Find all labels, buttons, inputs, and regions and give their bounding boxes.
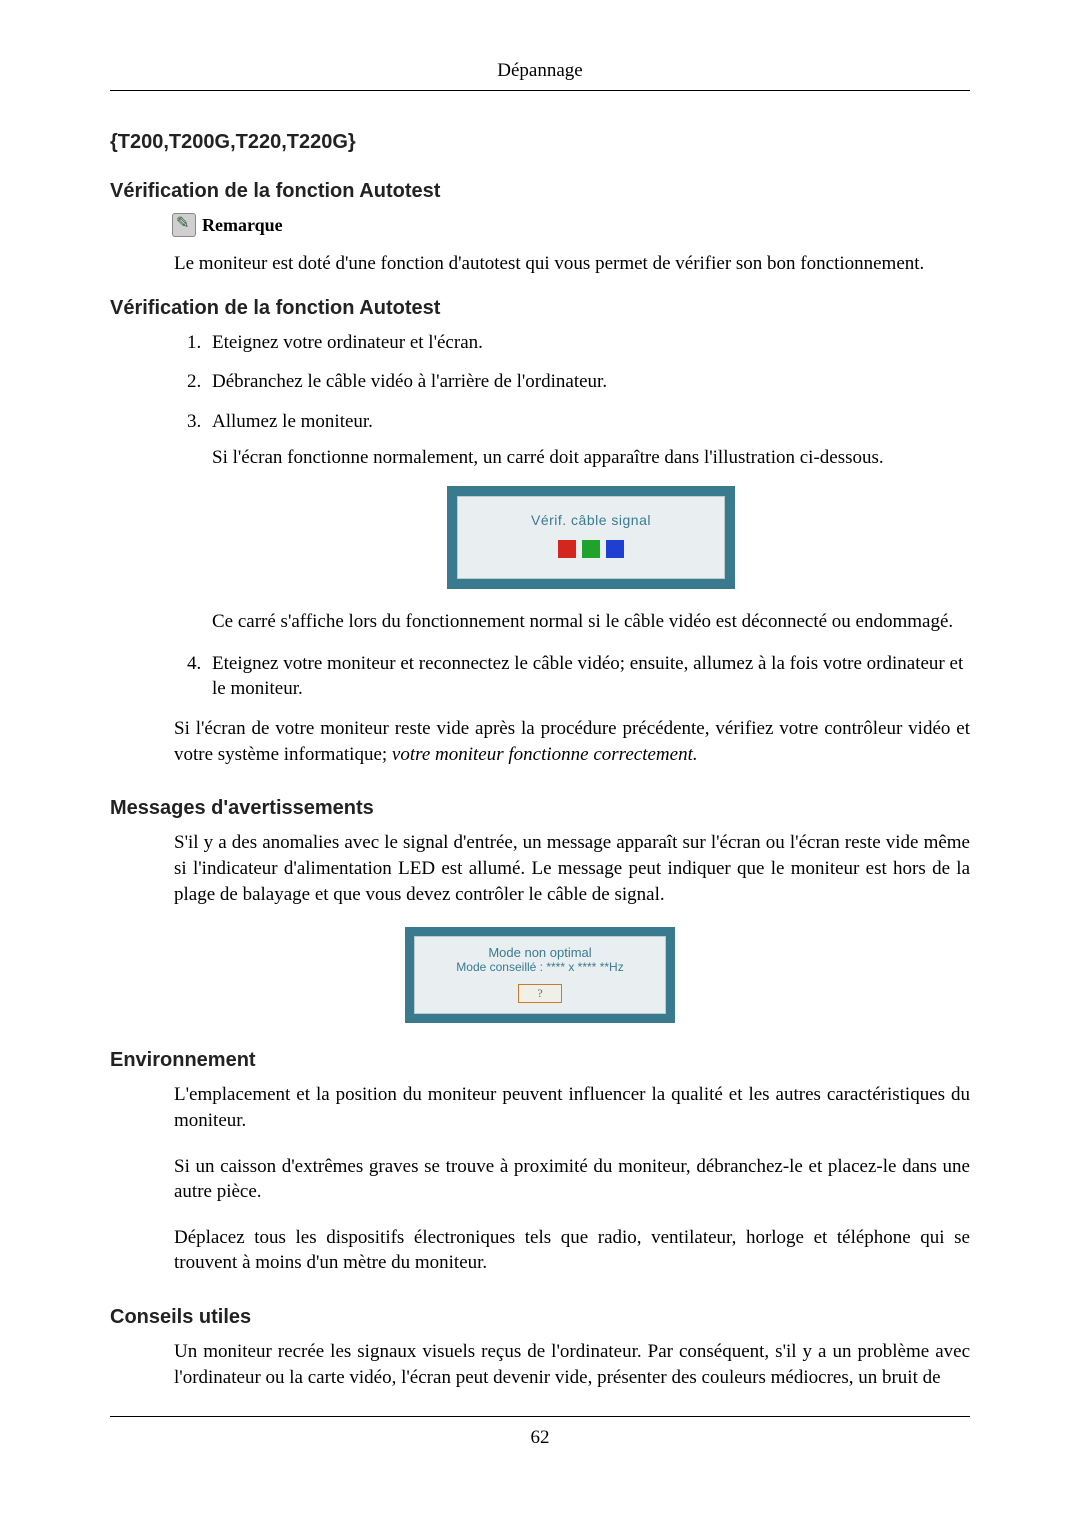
illus2-button: ? <box>518 984 561 1003</box>
header-rule <box>110 90 970 91</box>
step-3-after: Ce carré s'affiche lors du fonctionnemen… <box>212 609 970 635</box>
step-3-text: Allumez le moniteur. <box>212 411 373 432</box>
step-1: Eteignez votre ordinateur et l'écran. <box>206 330 970 356</box>
step-2-text: Débranchez le câble vidéo à l'arrière de… <box>212 371 607 392</box>
footer-rule <box>110 1416 970 1417</box>
step-4-text: Eteignez votre moniteur et reconnectez l… <box>212 653 963 700</box>
page-number: 62 <box>110 1427 970 1449</box>
step-1-text: Eteignez votre ordinateur et l'écran. <box>212 332 483 353</box>
step-2: Débranchez le câble vidéo à l'arrière de… <box>206 369 970 395</box>
environment-p3: Déplacez tous les dispositifs électroniq… <box>174 1225 970 1276</box>
note-row: Remarque <box>172 213 970 237</box>
tips-heading: Conseils utiles <box>110 1306 970 1329</box>
environment-p2: Si un caisson d'extrêmes graves se trouv… <box>174 1154 970 1205</box>
step-3-sub: Si l'écran fonctionne normalement, un ca… <box>212 445 970 471</box>
illustration-mode-inner: Mode non optimal Mode conseillé : **** x… <box>414 936 666 1014</box>
steps-list: Eteignez votre ordinateur et l'écran. Dé… <box>174 330 970 702</box>
models-heading: {T200,T200G,T220,T220G} <box>110 131 970 154</box>
illus2-line2: Mode conseillé : **** x **** **Hz <box>421 960 659 974</box>
square-red <box>558 540 576 558</box>
illustration-check-cable: Vérif. câble signal <box>447 486 735 589</box>
page-container: Dépannage {T200,T200G,T220,T220G} Vérifi… <box>0 0 1080 1499</box>
illus1-text: Vérif. câble signal <box>464 511 718 530</box>
note-text: Le moniteur est doté d'une fonction d'au… <box>174 251 970 277</box>
closing-italic: votre moniteur fonctionne correctement. <box>392 744 698 765</box>
step-3: Allumez le moniteur. Si l'écran fonction… <box>206 409 970 635</box>
square-green <box>582 540 600 558</box>
warnings-text: S'il y a des anomalies avec le signal d'… <box>174 830 970 907</box>
square-blue <box>606 540 624 558</box>
autotest-heading-1: Vérification de la fonction Autotest <box>110 180 970 203</box>
step-4: Eteignez votre moniteur et reconnectez l… <box>206 651 970 702</box>
illustration-check-cable-inner: Vérif. câble signal <box>457 496 725 579</box>
warnings-heading: Messages d'avertissements <box>110 797 970 820</box>
header-title: Dépannage <box>110 60 970 82</box>
autotest-closing: Si l'écran de votre moniteur reste vide … <box>174 716 970 767</box>
environment-heading: Environnement <box>110 1049 970 1072</box>
tips-p1: Un moniteur recrée les signaux visuels r… <box>174 1339 970 1390</box>
illus2-line1: Mode non optimal <box>421 945 659 960</box>
note-icon <box>172 213 196 237</box>
environment-p1: L'emplacement et la position du moniteur… <box>174 1082 970 1133</box>
illustration-mode-non-optimal: Mode non optimal Mode conseillé : **** x… <box>405 927 675 1023</box>
note-label: Remarque <box>202 215 283 236</box>
autotest-heading-2: Vérification de la fonction Autotest <box>110 297 970 320</box>
color-squares <box>464 540 718 558</box>
